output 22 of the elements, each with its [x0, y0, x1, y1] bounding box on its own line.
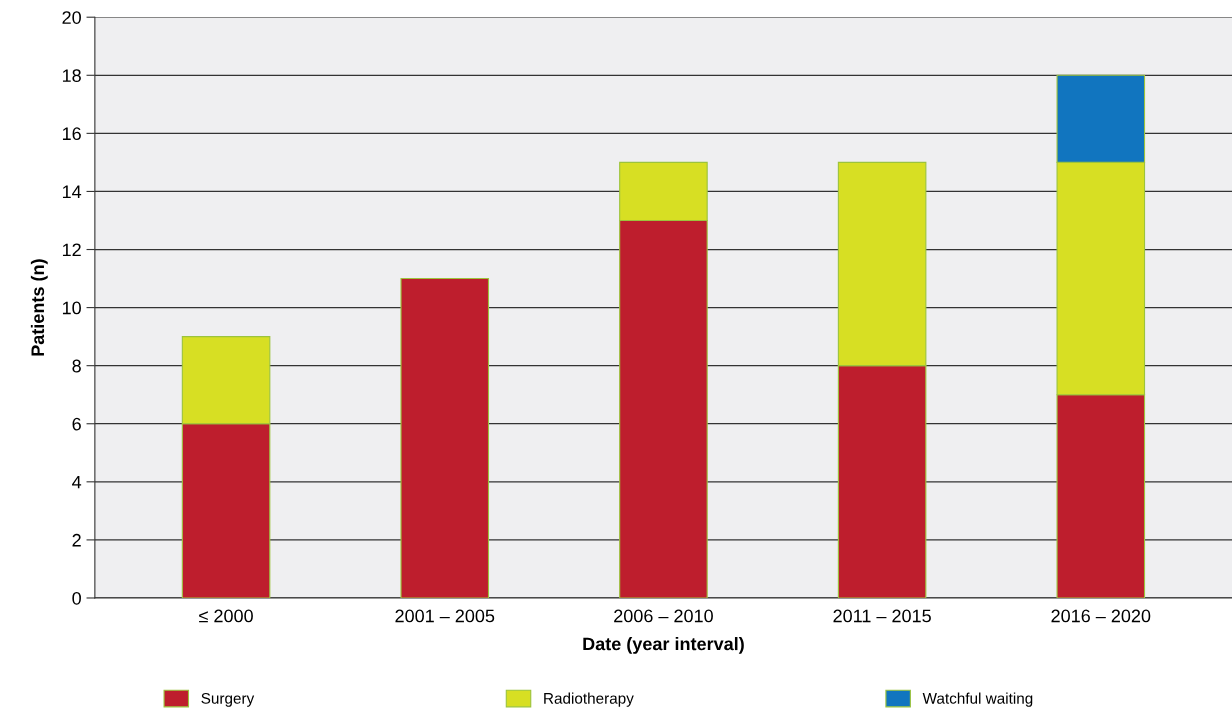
y-tick-label: 18: [62, 69, 81, 83]
x-axis-title: Date (year interval): [583, 637, 744, 654]
legend-label: Watchful waiting: [922, 692, 1033, 707]
legend-label: Radiotherapy: [544, 692, 634, 707]
x-tick-label: 2011 – 2015: [833, 609, 931, 623]
y-tick-label: 14: [62, 185, 82, 198]
y-tick-label: 6: [72, 417, 81, 431]
y-axis-title: Patients (n): [30, 259, 48, 356]
x-tick-label: 2006 – 2010: [614, 609, 713, 623]
y-tick-label: 0: [72, 591, 81, 605]
y-tick-label: 12: [62, 243, 81, 257]
legend-label: Surgery: [201, 692, 255, 707]
bar: [400, 277, 490, 598]
y-tick-label: 10: [62, 301, 81, 315]
y-tick-label: 8: [72, 359, 81, 373]
y-tick-label: 2: [72, 533, 81, 547]
x-tick-label: 2016 – 2020: [1051, 609, 1151, 623]
y-tick-label: 20: [62, 11, 81, 24]
x-tick-label: 2001 – 2005: [395, 609, 495, 623]
y-tick-label: 4: [72, 475, 82, 489]
y-tick-label: 16: [62, 127, 81, 141]
x-tick-label: ≤ 2000: [199, 609, 253, 623]
